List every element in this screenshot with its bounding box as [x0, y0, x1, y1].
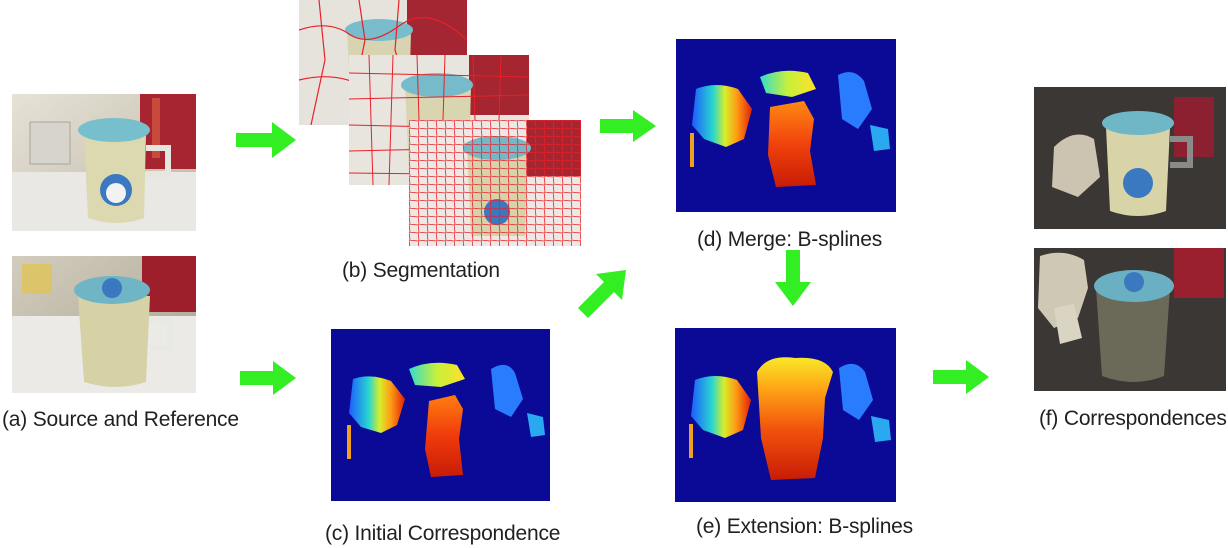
reference-photo — [12, 256, 196, 393]
segmentation-layer-fine — [409, 120, 581, 246]
source-photo — [12, 94, 196, 231]
label-correspondences: (f) Correspondences — [1039, 407, 1227, 430]
initial-correspondence-map — [331, 329, 550, 501]
green-arrow-icon — [600, 110, 656, 142]
green-arrow-icon — [236, 122, 296, 158]
green-arrow-icon — [578, 268, 628, 318]
merge-bspline-map — [676, 39, 896, 212]
label-merge-bsplines: (d) Merge: B-splines — [697, 228, 883, 251]
green-arrow-icon — [240, 361, 296, 395]
green-arrow-icon — [775, 250, 811, 306]
label-extension-bsplines: (e) Extension: B-splines — [696, 515, 913, 538]
correspondence-result-2 — [1034, 248, 1226, 391]
extension-bspline-map — [675, 328, 896, 502]
label-initial-correspondence: (c) Initial Correspondence — [325, 522, 561, 545]
label-source-and-reference: (a) Source and Reference — [2, 408, 239, 431]
label-segmentation: (b) Segmentation — [342, 259, 500, 282]
correspondence-result-1 — [1034, 87, 1226, 229]
green-arrow-icon — [933, 360, 989, 394]
